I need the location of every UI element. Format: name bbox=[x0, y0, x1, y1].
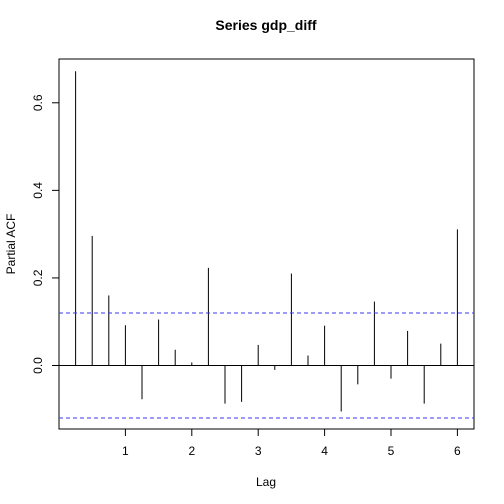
plot-frame bbox=[58, 58, 475, 430]
x-tick-label: 6 bbox=[454, 444, 461, 458]
x-tick-label: 2 bbox=[188, 444, 195, 458]
chart-title: Series gdp_diff bbox=[215, 17, 316, 33]
y-tick-label: 0.0 bbox=[31, 357, 45, 374]
y-axis: 0.0 0.2 0.4 0.6 bbox=[31, 94, 59, 374]
x-tick-label: 5 bbox=[388, 444, 395, 458]
x-tick-label: 3 bbox=[255, 444, 262, 458]
x-axis-label: Lag bbox=[256, 475, 276, 489]
pacf-bars bbox=[59, 71, 474, 412]
y-tick-label: 0.4 bbox=[31, 182, 45, 199]
x-tick-label: 4 bbox=[321, 444, 328, 458]
y-axis-label: Partial ACF bbox=[4, 214, 18, 275]
x-axis: 1 2 3 4 5 6 bbox=[122, 429, 461, 458]
y-tick-label: 0.6 bbox=[31, 94, 45, 111]
confidence-bounds bbox=[59, 312, 474, 419]
y-tick-label: 0.2 bbox=[31, 269, 45, 286]
x-tick-label: 1 bbox=[122, 444, 129, 458]
